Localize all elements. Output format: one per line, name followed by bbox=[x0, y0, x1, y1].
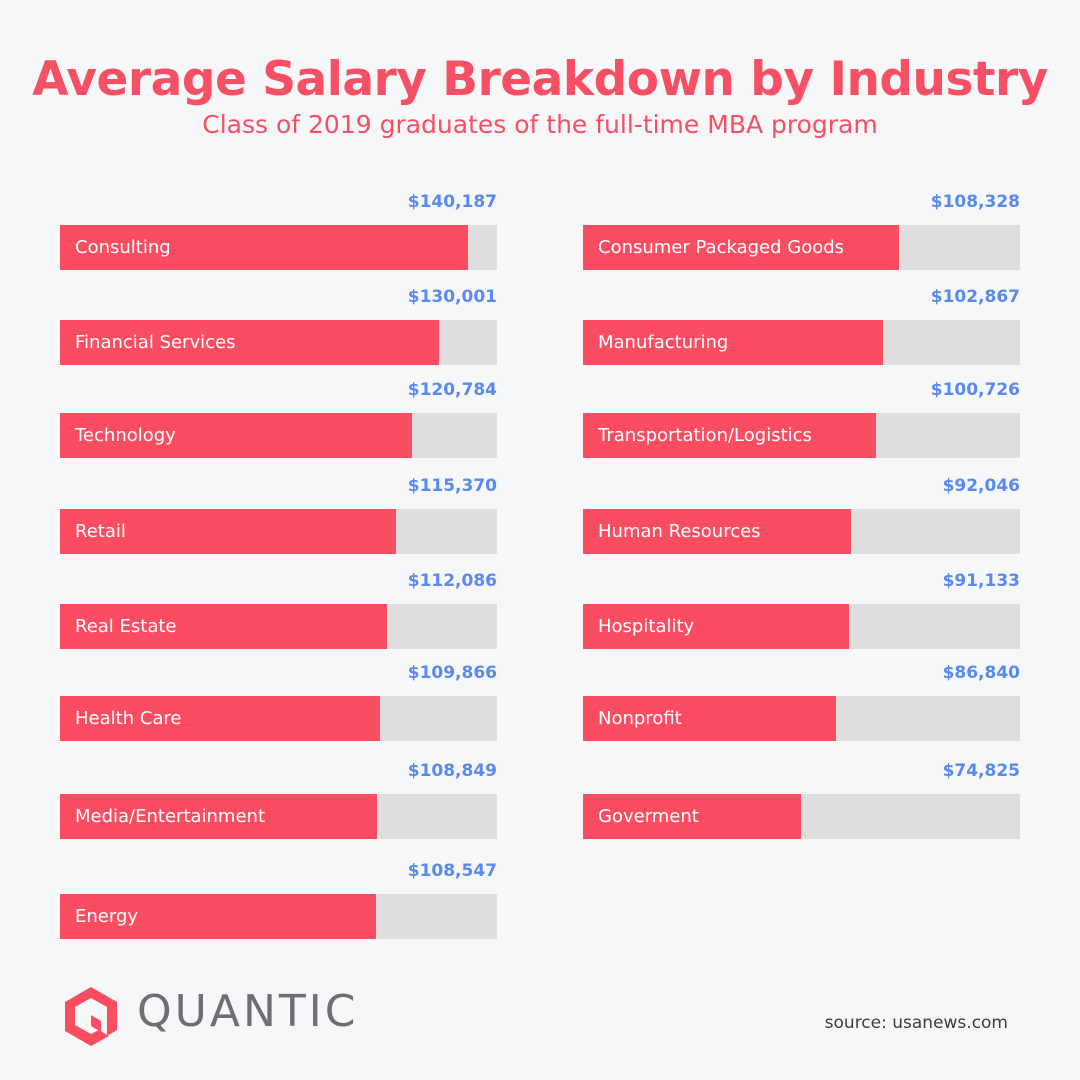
bar-value-label: $115,370 bbox=[407, 476, 497, 496]
bar-track: Consulting bbox=[60, 225, 497, 270]
bar-fill bbox=[583, 509, 851, 554]
bar-track: Health Care bbox=[60, 696, 497, 741]
bar-item: $112,086 Real Estate bbox=[60, 571, 497, 651]
bar-value-label: $91,133 bbox=[942, 571, 1020, 591]
bar-category-label: Financial Services bbox=[75, 332, 236, 353]
bar-track: Human Resources bbox=[583, 509, 1020, 554]
bar-fill bbox=[60, 225, 468, 270]
bar-track: Technology bbox=[60, 413, 497, 458]
bar-fill bbox=[583, 604, 849, 649]
bar-fill bbox=[60, 604, 387, 649]
bar-item: $108,328 Consumer Packaged Goods bbox=[583, 192, 1020, 272]
bar-value-label: $120,784 bbox=[407, 380, 497, 400]
bar-fill bbox=[60, 320, 439, 365]
bar-value-label: $130,001 bbox=[407, 287, 497, 307]
bar-value-label: $92,046 bbox=[942, 476, 1020, 496]
bar-item: $108,849 Media/Entertainment bbox=[60, 761, 497, 841]
bar-category-label: Retail bbox=[75, 521, 126, 542]
bar-fill bbox=[583, 320, 883, 365]
bar-track: Hospitality bbox=[583, 604, 1020, 649]
bar-track: Retail bbox=[60, 509, 497, 554]
chart-title: Average Salary Breakdown by Industry bbox=[32, 52, 1048, 107]
bar-category-label: Technology bbox=[75, 425, 176, 446]
bar-item: $91,133 Hospitality bbox=[583, 571, 1020, 651]
bar-category-label: Consulting bbox=[75, 237, 171, 258]
bar-fill bbox=[60, 696, 380, 741]
bar-value-label: $108,547 bbox=[407, 861, 497, 881]
bar-item: $115,370 Retail bbox=[60, 476, 497, 556]
bar-track: Manufacturing bbox=[583, 320, 1020, 365]
bar-track: Media/Entertainment bbox=[60, 794, 497, 839]
bar-fill bbox=[583, 696, 836, 741]
bar-item: $130,001 Financial Services bbox=[60, 287, 497, 367]
bar-track: Transportation/Logistics bbox=[583, 413, 1020, 458]
bar-category-label: Media/Entertainment bbox=[75, 806, 266, 827]
bar-category-label: Transportation/Logistics bbox=[598, 425, 812, 446]
bar-value-label: $86,840 bbox=[942, 663, 1020, 683]
bar-fill bbox=[60, 894, 376, 939]
bar-category-label: Consumer Packaged Goods bbox=[598, 237, 845, 258]
bar-value-label: $108,849 bbox=[407, 761, 497, 781]
bar-item: $140,187 Consulting bbox=[60, 192, 497, 272]
bar-value-label: $100,726 bbox=[930, 380, 1020, 400]
bar-track: Energy bbox=[60, 894, 497, 939]
bar-category-label: Goverment bbox=[598, 806, 699, 827]
bar-category-label: Manufacturing bbox=[598, 332, 729, 353]
bar-fill bbox=[583, 413, 876, 458]
bar-category-label: Human Resources bbox=[598, 521, 761, 542]
bar-item: $74,825 Goverment bbox=[583, 761, 1020, 841]
bar-category-label: Health Care bbox=[75, 708, 182, 729]
bar-fill bbox=[583, 225, 899, 270]
bar-fill bbox=[60, 413, 412, 458]
bar-fill bbox=[60, 794, 377, 839]
bar-category-label: Hospitality bbox=[598, 616, 695, 637]
chart-subtitle: Class of 2019 graduates of the full-time… bbox=[202, 110, 878, 139]
source-text: source: usanews.com bbox=[824, 1013, 1008, 1033]
bar-item: $108,547 Energy bbox=[60, 861, 497, 941]
bar-value-label: $140,187 bbox=[407, 192, 497, 212]
bar-value-label: $112,086 bbox=[407, 571, 497, 591]
bar-item: $120,784 Technology bbox=[60, 380, 497, 460]
bar-fill bbox=[583, 794, 801, 839]
bar-track: Real Estate bbox=[60, 604, 497, 649]
bar-category-label: Energy bbox=[75, 906, 139, 927]
bar-item: $109,866 Health Care bbox=[60, 663, 497, 743]
bar-track: Financial Services bbox=[60, 320, 497, 365]
bar-item: $100,726 Transportation/Logistics bbox=[583, 380, 1020, 460]
bar-value-label: $109,866 bbox=[407, 663, 497, 683]
bar-value-label: $74,825 bbox=[942, 761, 1020, 781]
bar-category-label: Nonprofit bbox=[598, 708, 682, 729]
bar-category-label: Real Estate bbox=[75, 616, 177, 637]
bar-track: Nonprofit bbox=[583, 696, 1020, 741]
bar-track: Goverment bbox=[583, 794, 1020, 839]
bar-item: $102,867 Manufacturing bbox=[583, 287, 1020, 367]
quantic-logo-icon bbox=[65, 987, 117, 1046]
bar-item: $86,840 Nonprofit bbox=[583, 663, 1020, 743]
bar-fill bbox=[60, 509, 396, 554]
bar-value-label: $102,867 bbox=[930, 287, 1020, 307]
bar-track: Consumer Packaged Goods bbox=[583, 225, 1020, 270]
quantic-logo-text: QUANTIC bbox=[137, 986, 359, 1037]
bar-item: $92,046 Human Resources bbox=[583, 476, 1020, 556]
bar-value-label: $108,328 bbox=[930, 192, 1020, 212]
